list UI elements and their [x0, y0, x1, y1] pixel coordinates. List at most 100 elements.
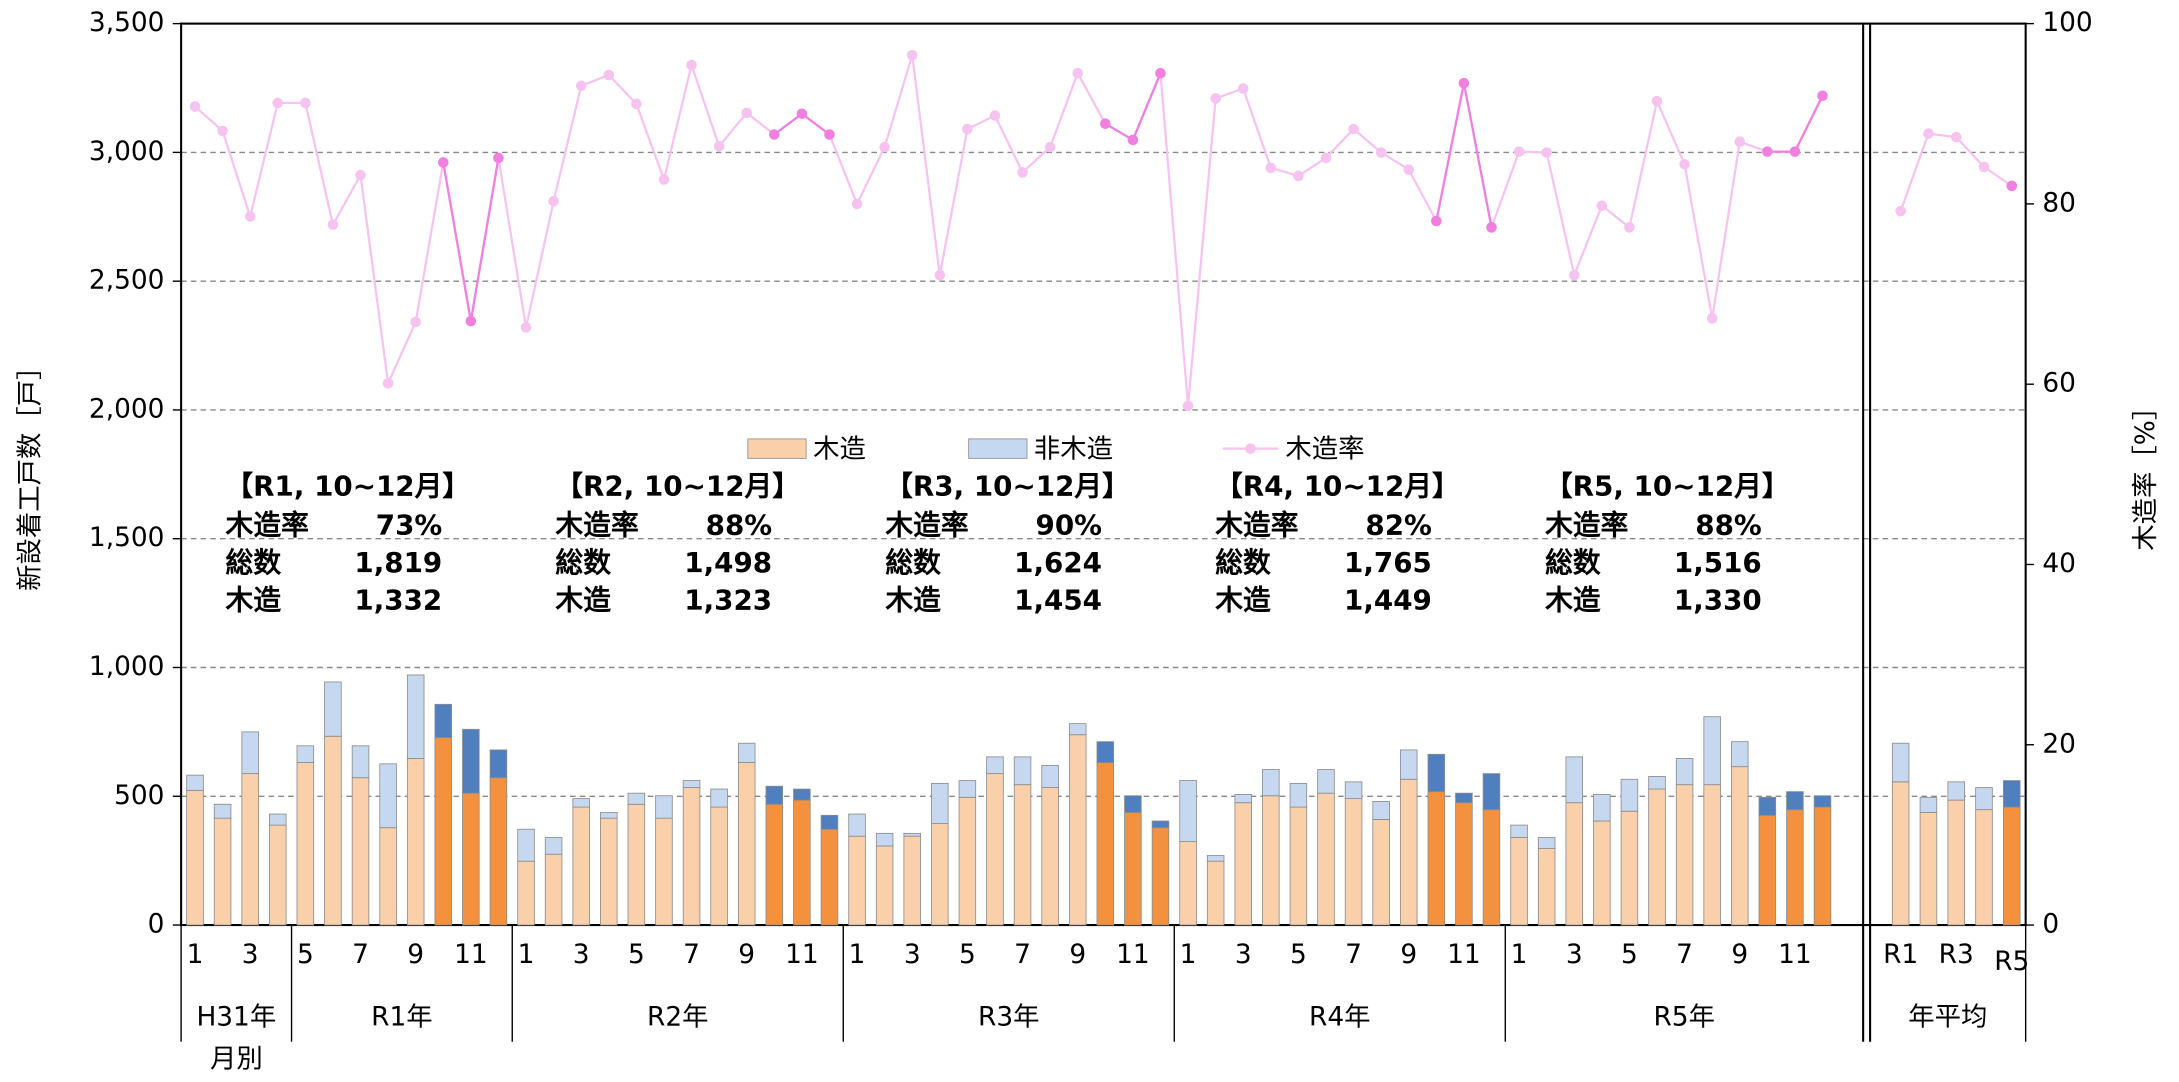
annotation-label: 総数: [885, 546, 941, 579]
bar-segment: [1620, 778, 1639, 812]
y-tick-label: 1,500: [89, 523, 165, 553]
rate-point: [1568, 269, 1580, 281]
rate-point: [1155, 67, 1166, 79]
rate-point: [1431, 215, 1442, 227]
rate-line-highlight: [1793, 95, 1824, 153]
bar-segment: [1013, 756, 1032, 786]
rate-point: [327, 219, 339, 230]
bar-segment: [1234, 802, 1252, 926]
rate-point: [189, 101, 201, 112]
x-tick-label: 9: [738, 940, 755, 970]
y2-tick-label: 40: [2042, 549, 2076, 579]
bar-segment: [351, 745, 370, 779]
annotation-label: 総数: [555, 546, 611, 579]
y2-tick-label: 0: [2042, 910, 2059, 940]
annotation-value: 88%: [1695, 508, 1761, 541]
bar-segment: [1648, 776, 1666, 790]
y2-tick-label: 80: [2042, 188, 2076, 218]
rate-point: [1624, 222, 1635, 233]
bar-segment: [1537, 848, 1556, 926]
bar-segment: [986, 756, 1004, 775]
bar-segment: [1758, 796, 1777, 816]
rate-point: [300, 97, 311, 109]
y2-axis-label: 木造率［%］: [2131, 394, 2161, 551]
x-tick-label: 7: [352, 940, 369, 970]
bar-segment: [241, 731, 259, 775]
rate-point: [1375, 147, 1387, 158]
bar-segment: [1919, 812, 1938, 926]
x-tick-label: 7: [1676, 940, 1693, 970]
legend-swatch: [747, 438, 807, 459]
legend-label: 木造率: [1285, 435, 1364, 465]
annotation-label: 木造率: [1544, 508, 1628, 541]
bar-segment: [875, 845, 894, 926]
bar-segment: [1703, 784, 1721, 926]
bar-segment: [1593, 820, 1611, 926]
bar-segment: [1758, 814, 1777, 926]
bar-segment: [462, 792, 480, 926]
bar-segment: [682, 787, 701, 926]
rate-point: [1458, 77, 1470, 89]
group-label: 年平均: [1908, 1003, 1987, 1033]
x-tick-label: 1: [187, 940, 204, 970]
bar-segment: [737, 742, 756, 763]
bar-segment: [1317, 792, 1335, 926]
bar-segment: [1068, 734, 1087, 926]
group-label: R3年: [978, 1003, 1039, 1033]
rate-point: [658, 174, 670, 185]
annotation-value: 1,624: [1014, 546, 1102, 579]
rate-point: [1541, 147, 1552, 158]
bar-segment: [765, 803, 784, 926]
x-tick-label: 5: [297, 940, 314, 970]
bar-segment: [1289, 806, 1308, 926]
x-tick-label: 11: [785, 940, 819, 970]
bar-segment: [269, 824, 287, 926]
bar-segment: [1096, 741, 1115, 763]
annotation-label: 総数: [1215, 546, 1271, 579]
group-label: H31年: [196, 1003, 276, 1033]
rate-point: [244, 211, 256, 222]
bar-segment: [1124, 812, 1142, 926]
bar-segment: [489, 749, 508, 779]
annotation-title: 【R4, 10~12月】: [1215, 470, 1460, 503]
annotation-value: 1,516: [1674, 546, 1762, 579]
rate-point: [1182, 400, 1194, 412]
bar-segment: [517, 828, 535, 862]
bar-segment: [1593, 794, 1611, 822]
x-tick-label: 9: [1731, 940, 1748, 970]
rate-point: [382, 378, 394, 389]
bar-segment: [462, 728, 480, 794]
rate-point: [1923, 128, 1934, 139]
annotation-label: 木造: [554, 583, 611, 616]
x-tick-label: 7: [1014, 940, 1031, 970]
rate-point: [1320, 152, 1332, 164]
annotation-label: 木造率: [554, 508, 638, 541]
y2-tick-label: 20: [2042, 729, 2076, 759]
rate-point: [1293, 170, 1304, 182]
rate-line-highlight: [1131, 72, 1162, 141]
bar-segment: [1151, 827, 1170, 926]
annotation-value: 82%: [1365, 508, 1431, 541]
rate-point: [906, 49, 918, 61]
bar-segment: [958, 780, 977, 798]
annotation-label: 木造率: [225, 508, 309, 541]
bar-segment: [1813, 806, 1832, 926]
bar-segment: [186, 789, 204, 926]
rate-line-highlight: [469, 157, 500, 322]
rate-line-highlight: [801, 112, 831, 136]
rate-point: [1978, 161, 1990, 173]
rate-point: [2006, 180, 2018, 192]
annotation-title: 【R3, 10~12月】: [885, 470, 1130, 503]
bar-segment: [406, 674, 425, 759]
bar-segment: [1947, 799, 1965, 926]
bar-segment: [627, 792, 646, 805]
x-tick-label: 1: [518, 940, 535, 970]
bar-segment: [1675, 757, 1694, 786]
rate-point: [1017, 167, 1028, 178]
bar-segment: [1427, 791, 1446, 926]
rate-point: [741, 107, 752, 119]
bar-segment: [655, 817, 673, 926]
bar-segment: [737, 762, 756, 926]
rate-point: [520, 322, 532, 333]
